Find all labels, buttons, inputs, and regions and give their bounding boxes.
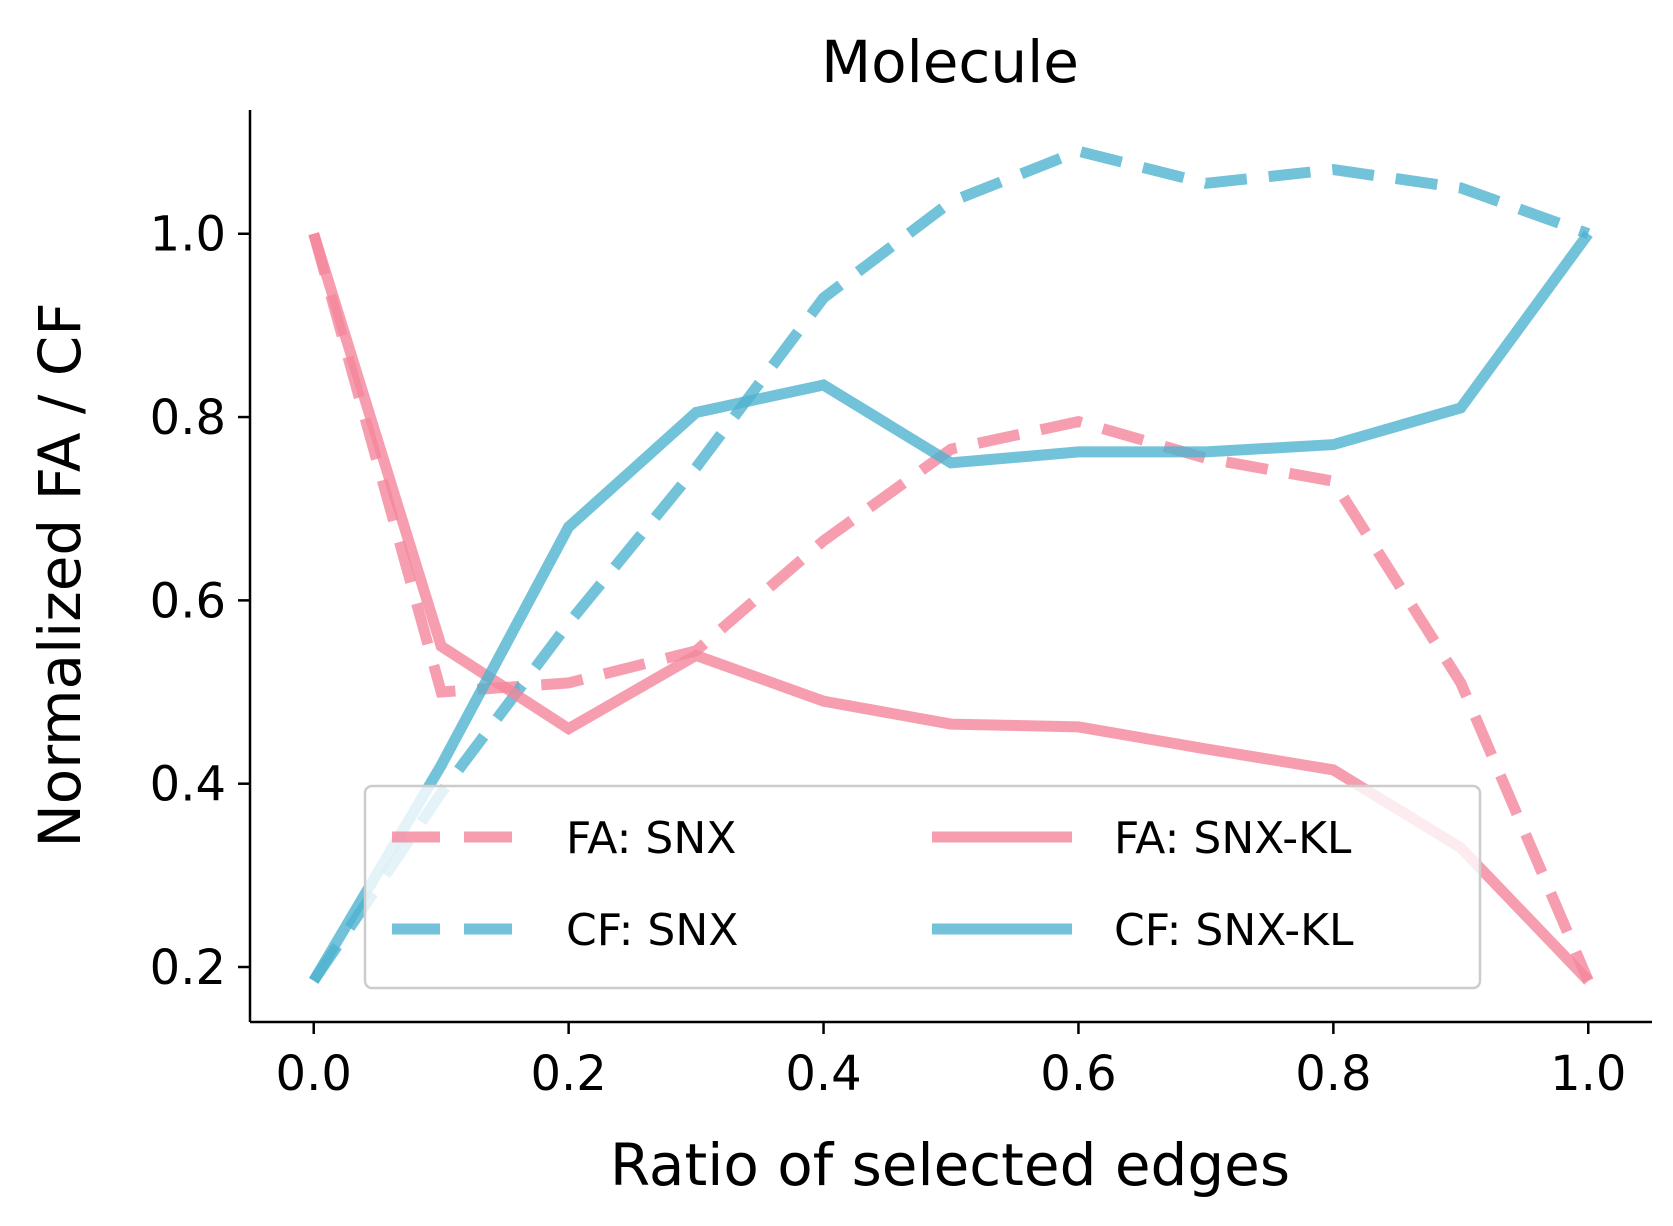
y-tick-label: 0.2 (150, 940, 226, 996)
x-tick-label: 0.8 (1295, 1046, 1371, 1102)
y-tick-label: 0.8 (150, 390, 226, 446)
legend: FA: SNX CF: SNX FA: SNX-KL CF: SNX-KL (365, 786, 1480, 988)
x-tick-label: 0.6 (1040, 1046, 1116, 1102)
legend-label-fa-snx-kl: FA: SNX-KL (1114, 813, 1352, 864)
x-tick-label: 0.2 (530, 1046, 606, 1102)
y-axis-label: Normalized FA / CF (26, 302, 94, 847)
x-tick-label: 1.0 (1550, 1046, 1626, 1102)
x-tick-label: 0.0 (276, 1046, 352, 1102)
y-tick-label: 1.0 (150, 207, 226, 263)
x-axis-label: Ratio of selected edges (610, 1131, 1290, 1199)
x-ticks: 0.0 0.2 0.4 0.6 0.8 1.0 (276, 1022, 1627, 1102)
legend-label-cf-snx-kl: CF: SNX-KL (1114, 905, 1354, 956)
legend-label-cf-snx: CF: SNX (566, 905, 738, 956)
chart: Molecule 0.0 0.2 0.4 0.6 0.8 1.0 0.2 0.4 0.6 0.8… (0, 0, 1673, 1226)
y-ticks: 0.2 0.4 0.6 0.8 1.0 (150, 207, 250, 996)
chart-title: Molecule (821, 28, 1079, 96)
y-tick-label: 0.6 (150, 573, 226, 629)
y-tick-label: 0.4 (150, 757, 226, 813)
legend-label-fa-snx: FA: SNX (566, 813, 736, 864)
x-tick-label: 0.4 (785, 1046, 861, 1102)
